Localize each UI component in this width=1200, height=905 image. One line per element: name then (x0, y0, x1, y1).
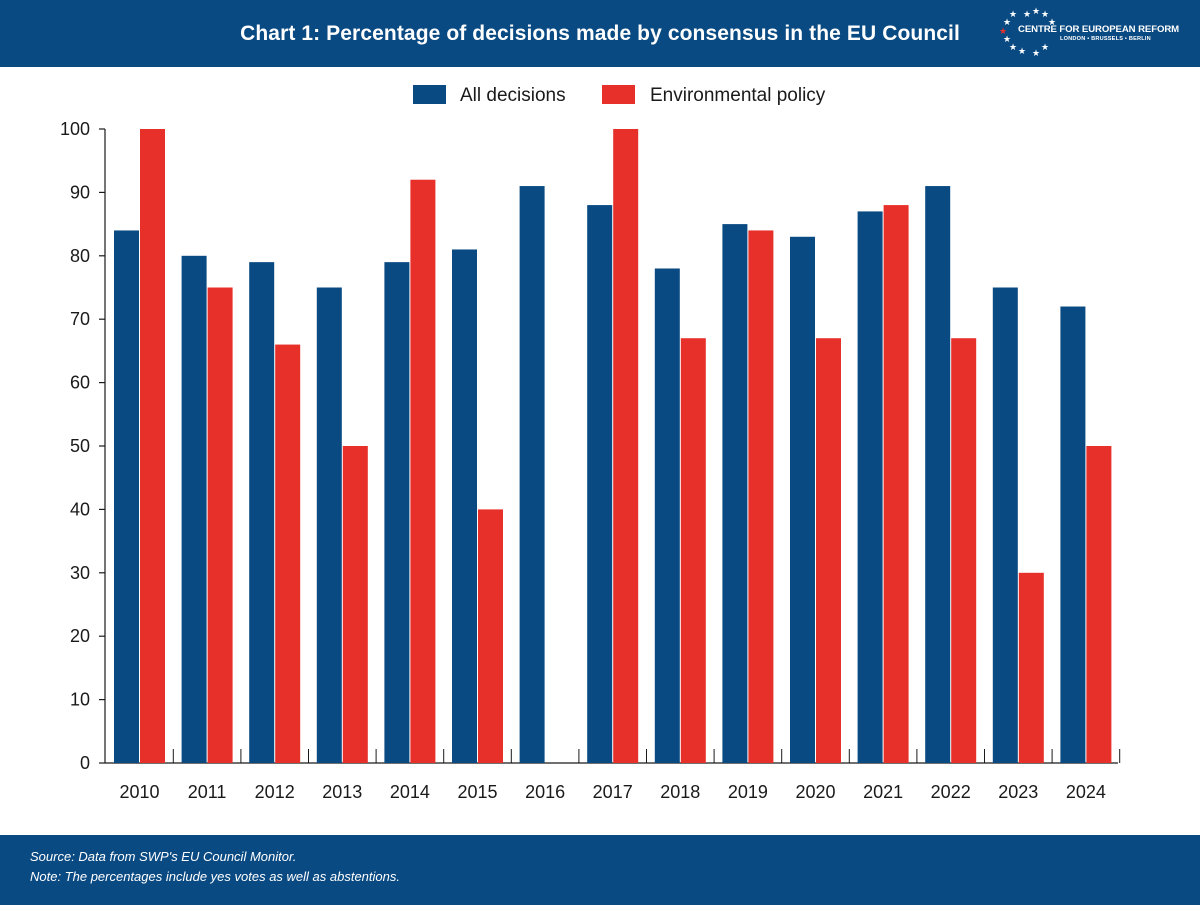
chart-footer: Source: Data from SWP's EU Council Monit… (0, 835, 1200, 905)
bar-all-decisions-2016 (519, 186, 545, 763)
star-icon: ★ (1003, 35, 1011, 45)
bar-environmental-policy-2020 (816, 338, 841, 763)
x-tick-label: 2020 (795, 782, 835, 802)
bar-environmental-policy-2021 (883, 205, 909, 763)
star-icon: ★ (1032, 7, 1040, 17)
y-tick-label: 100 (60, 119, 90, 139)
bar-environmental-policy-2014 (410, 179, 436, 764)
star-icon: ★ (1048, 18, 1056, 28)
x-tick-label: 2024 (1066, 782, 1106, 802)
y-tick-label: 80 (70, 246, 90, 266)
star-icon: ★ (1032, 49, 1040, 59)
bar-environmental-policy-2010 (140, 129, 165, 763)
y-tick-label: 10 (70, 690, 90, 710)
bar-environmental-policy-2018 (680, 338, 706, 763)
bar-all-decisions-2022 (925, 186, 951, 763)
x-tick-label: 2021 (863, 782, 903, 802)
cer-logo: ★ ★ ★ ★ ★ ★ ★ ★ ★ ★ ★ ★ CENTRE FOR EUROP… (996, 6, 1179, 62)
bar-all-decisions-2013 (316, 287, 342, 763)
bar-environmental-policy-2012 (275, 344, 301, 763)
chart-title: Chart 1: Percentage of decisions made by… (240, 22, 960, 45)
y-tick-label: 40 (70, 499, 90, 519)
legend-label-environmental-policy: Environmental policy (650, 85, 826, 106)
y-tick-label: 50 (70, 436, 90, 456)
bar-environmental-policy-2024 (1086, 446, 1112, 763)
bar-all-decisions-2012 (249, 262, 275, 763)
bar-chart: 0 10 20 30 40 50 60 70 80 90 100 2010 2011 2012 2013 20… (60, 85, 1121, 802)
bar-all-decisions-2017 (587, 205, 613, 763)
source-note: Source: Data from SWP's EU Council Monit… (30, 849, 297, 864)
x-tick-label: 2017 (593, 782, 633, 802)
x-tick-label: 2014 (390, 782, 430, 802)
x-tick-label: 2023 (998, 782, 1038, 802)
x-tick-label: 2015 (457, 782, 497, 802)
bar-all-decisions-2021 (857, 211, 883, 764)
bar-all-decisions-2014 (384, 262, 410, 763)
star-icon: ★ (1023, 10, 1031, 20)
x-tick-label: 2016 (525, 782, 565, 802)
bar-all-decisions-2023 (992, 287, 1018, 763)
percentage-note: Note: The percentages include yes votes … (30, 869, 400, 884)
x-tick-label: 2019 (728, 782, 768, 802)
bar-all-decisions-2020 (790, 236, 815, 763)
legend-swatch-environmental-policy (602, 85, 635, 104)
logo-cities: LONDON • BRUSSELS • BERLIN (1060, 36, 1151, 42)
legend-swatch-all-decisions (413, 85, 446, 104)
bar-environmental-policy-2017 (613, 129, 639, 763)
star-icon: ★ (1009, 43, 1017, 53)
star-icon: ★ (1041, 10, 1049, 20)
y-tick-label: 90 (70, 182, 90, 202)
x-tick-label: 2012 (255, 782, 295, 802)
y-tick-label: 0 (80, 753, 90, 773)
eu-stars-icon: ★ ★ ★ ★ ★ ★ ★ ★ ★ ★ ★ ★ (999, 7, 1056, 59)
bar-environmental-policy-2015 (478, 509, 503, 763)
y-tick-label: 20 (70, 626, 90, 646)
bar-all-decisions-2024 (1060, 306, 1086, 763)
bar-all-decisions-2010 (114, 230, 139, 763)
bar-all-decisions-2011 (181, 255, 207, 764)
legend-label-all-decisions: All decisions (460, 85, 566, 106)
y-tick-label: 30 (70, 563, 90, 583)
logo-name: CENTRE FOR EUROPEAN REFORM (1018, 24, 1180, 35)
bar-environmental-policy-2013 (342, 446, 368, 763)
x-tick-label: 2018 (660, 782, 700, 802)
bar-environmental-policy-2019 (748, 230, 774, 763)
bar-environmental-policy-2022 (951, 338, 977, 763)
y-tick-label: 70 (70, 309, 90, 329)
star-icon: ★ (1009, 10, 1017, 20)
x-tick-label: 2011 (188, 782, 227, 802)
bar-all-decisions-2019 (722, 224, 748, 764)
bar-all-decisions-2015 (452, 249, 477, 763)
chart-header: Chart 1: Percentage of decisions made by… (0, 0, 1200, 67)
x-tick-label: 2010 (119, 782, 159, 802)
bar-all-decisions-2018 (654, 268, 680, 763)
red-star-icon: ★ (999, 27, 1007, 37)
x-tick-label: 2022 (931, 782, 971, 802)
y-tick-label: 60 (70, 373, 90, 393)
x-tick-label: 2013 (322, 782, 362, 802)
star-icon: ★ (1041, 43, 1049, 53)
star-icon: ★ (1018, 47, 1026, 57)
bar-environmental-policy-2023 (1018, 572, 1044, 763)
bar-environmental-policy-2011 (207, 287, 233, 763)
star-icon: ★ (1003, 18, 1011, 28)
